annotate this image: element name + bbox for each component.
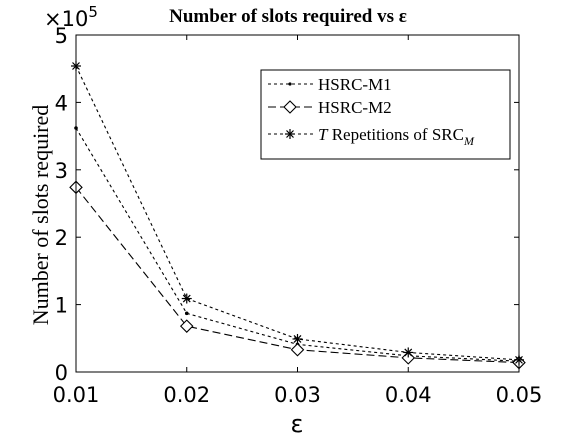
series-line-2 — [75, 65, 520, 361]
legend-label-srcm-sub: M — [463, 134, 475, 148]
y-tick-label: 4 — [55, 91, 68, 115]
legend-label-srcm-italic: T — [318, 125, 329, 144]
x-tick-label: 0.05 — [496, 383, 543, 407]
legend-marker-srcm — [285, 129, 295, 139]
y-tick-label: 2 — [55, 226, 68, 250]
axis-ticks: 0.01 0.02 0.03 0.04 0.05 0 1 2 3 4 5 — [53, 24, 543, 407]
point-srcm — [181, 293, 192, 304]
point-hsrc-m2 — [290, 342, 305, 357]
point-hsrc-m1 — [184, 311, 189, 316]
legend-label-srcm: T Repetitions of SRCM — [318, 125, 475, 148]
y-exponent-power: 5 — [88, 3, 98, 21]
legend-label-hsrc-m2: HSRC-M2 — [318, 98, 392, 117]
y-tick-label: 3 — [55, 159, 68, 183]
legend-label-srcm-text: Repetitions of SRC — [332, 125, 464, 144]
y-tick-label: 0 — [55, 361, 68, 385]
y-exponent-label: ×105 — [44, 3, 98, 31]
x-tick-label: 0.02 — [163, 383, 210, 407]
x-tick-label: 0.01 — [53, 383, 100, 407]
legend-label-hsrc-m1: HSRC-M1 — [318, 75, 392, 94]
point-hsrc-m2 — [179, 319, 194, 333]
x-tick-label: 0.03 — [274, 383, 321, 407]
x-axis-label: ε — [291, 410, 304, 438]
point-srcm — [292, 333, 303, 344]
y-tick-label: 1 — [55, 294, 68, 318]
y-exponent-base: ×10 — [44, 7, 88, 31]
legend-box — [260, 69, 511, 160]
legend: HSRC-M1 HSRC-M2 T Repetitions of SRCM — [260, 69, 511, 160]
x-tick-label: 0.04 — [385, 383, 432, 407]
y-axis-label: Number of slots required — [28, 105, 53, 326]
point-srcm — [403, 347, 414, 358]
y-tick-label: 5 — [55, 24, 68, 48]
chart-title: Number of slots required vs ε — [169, 6, 407, 27]
legend-marker-hsrc-m1 — [288, 82, 292, 86]
legend-marker-hsrc-m2 — [283, 100, 297, 114]
plot-frame — [75, 34, 520, 373]
